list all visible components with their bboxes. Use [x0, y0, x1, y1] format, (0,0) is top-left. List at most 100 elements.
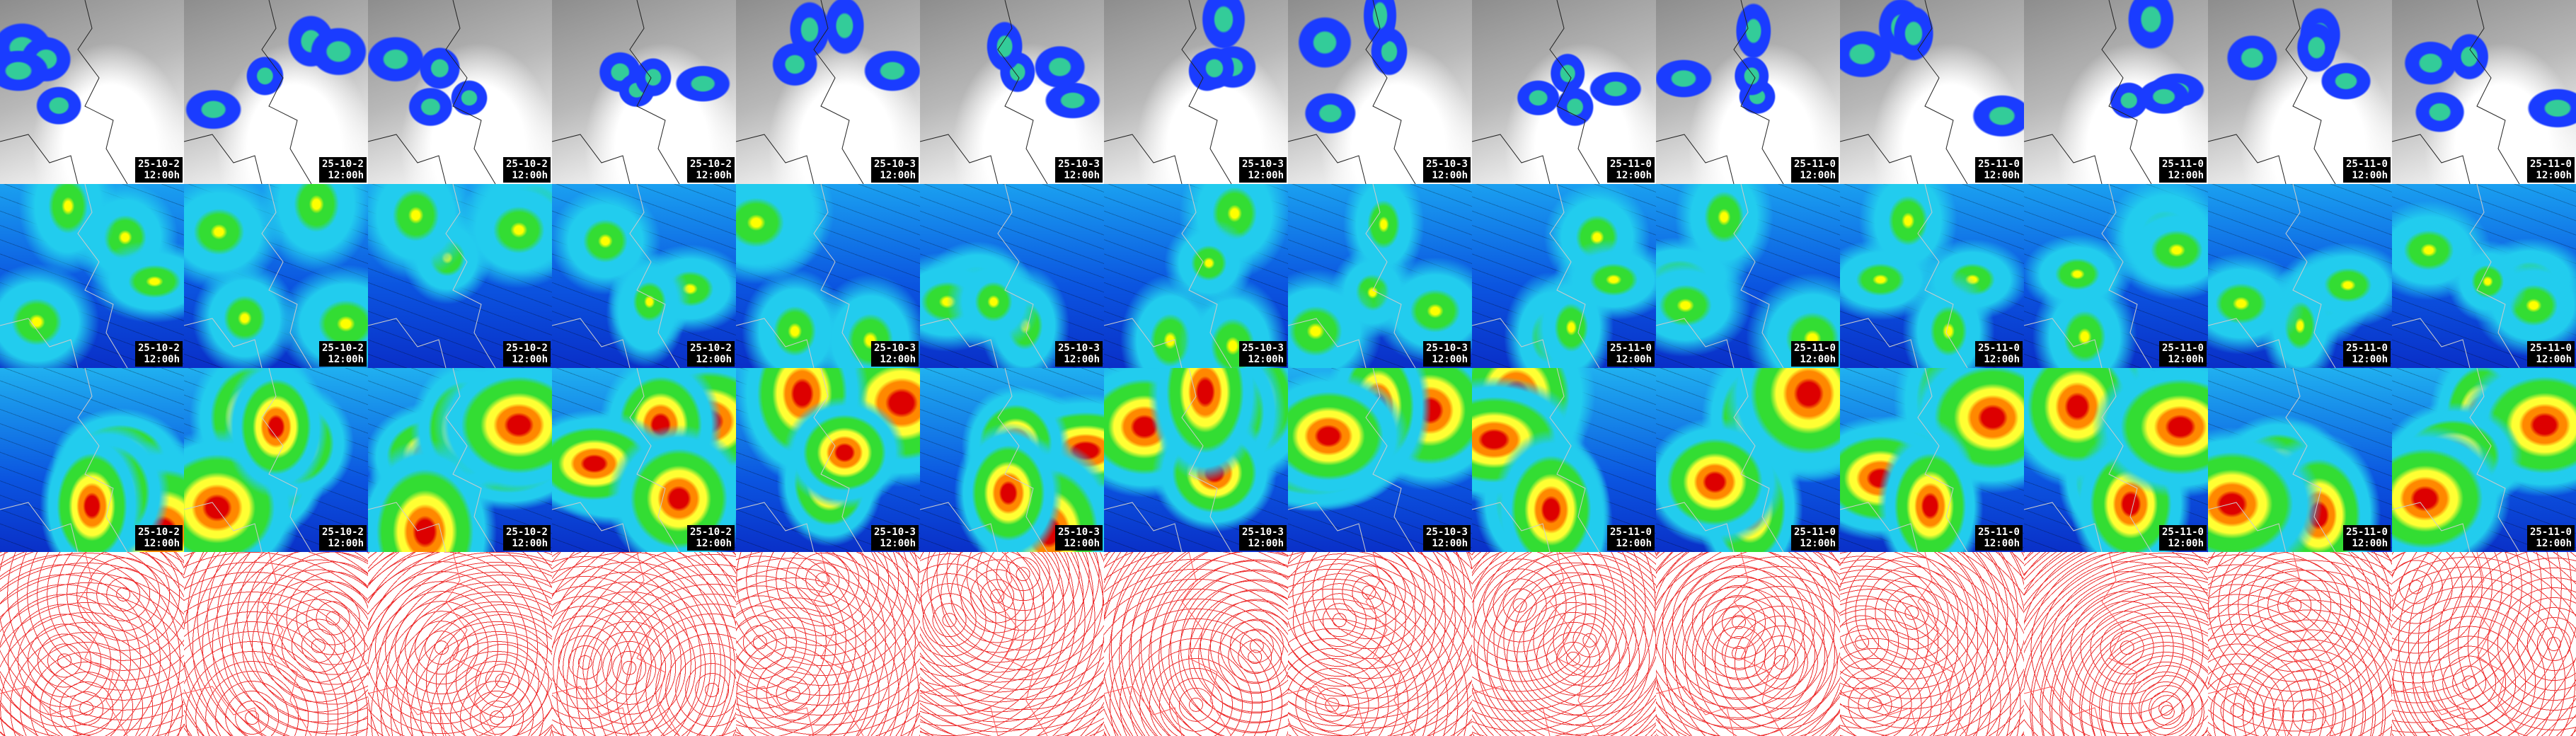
map-tile: 25-10-2 12:00h: [0, 0, 184, 184]
map-tile: 25-10-2 12:00h: [552, 0, 736, 184]
timestamp-label: 25-11-0 12:00h: [2342, 157, 2391, 183]
coastline: [1840, 368, 1968, 552]
timestamp-label: 25-10-3 12:00h: [1054, 157, 1103, 183]
timestamp-time: 12:00h: [696, 170, 732, 181]
coastline: [368, 368, 496, 552]
coastline: [1472, 368, 1600, 552]
coastline: [736, 184, 864, 368]
timestamp-label: 25-11-0 12:00h: [2342, 341, 2391, 367]
timestamp-date: 25-11-0: [1609, 159, 1652, 170]
coastline: [2392, 368, 2520, 552]
timestamp-date: 25-11-0: [2345, 159, 2388, 170]
timestamp-time: 12:00h: [144, 354, 180, 365]
timestamp-label: 25-11-0 12:00h: [2158, 525, 2207, 551]
timestamp-label: 25-10-3 12:00h: [1422, 525, 1471, 551]
map-tile: 25-10-2 12:00h: [0, 184, 184, 368]
timestamp-time: 12:00h: [1616, 170, 1652, 181]
coastline: [2024, 184, 2152, 368]
timestamp-label: 25-11-0 12:00h: [1606, 525, 1655, 551]
map-tile: 25-11-0 12:00h: [1656, 184, 1840, 368]
timestamp-label: 25-10-2 12:00h: [134, 525, 183, 551]
coastline: [1288, 368, 1416, 552]
coastline: [0, 0, 128, 184]
timestamp-date: 25-11-0: [2161, 527, 2204, 538]
coastline: [184, 552, 312, 736]
coastline: [1656, 184, 1784, 368]
coastline: [2024, 0, 2152, 184]
coastline: [1288, 184, 1416, 368]
timestamp-label: 25-10-2 12:00h: [502, 341, 551, 367]
timestamp-label: 25-10-3 12:00h: [870, 341, 919, 367]
timestamp-time: 12:00h: [328, 354, 364, 365]
timestamp-label: 25-10-2 12:00h: [318, 341, 367, 367]
timestamp-time: 12:00h: [1432, 354, 1468, 365]
timestamp-label: 25-10-2 12:00h: [134, 341, 183, 367]
timestamp-time: 12:00h: [1800, 354, 1836, 365]
timestamp-time: 12:00h: [1248, 538, 1284, 549]
coastline: [1288, 0, 1416, 184]
map-tile: 25-10-2 12:00h: [552, 184, 736, 368]
timestamp-date: 25-10-2: [689, 343, 732, 354]
coastline: [1104, 368, 1232, 552]
map-tile: 25-11-0 12:00h: [1840, 368, 2024, 552]
timestamp-time: 12:00h: [144, 170, 180, 181]
timestamp-date: 25-11-0: [1793, 527, 1836, 538]
coastline: [184, 368, 312, 552]
map-tile: 25-11-0 12:00h: [2392, 0, 2576, 184]
coastline: [1656, 368, 1784, 552]
map-tile: 25-11-0 12:00h: [1472, 184, 1656, 368]
coastline: [736, 552, 864, 736]
timestamp-date: 25-10-2: [137, 159, 180, 170]
timestamp-date: 25-10-2: [321, 527, 364, 538]
timestamp-label: 25-10-3 12:00h: [1422, 157, 1471, 183]
timestamp-date: 25-10-2: [321, 159, 364, 170]
timestamp-label: 25-10-3 12:00h: [1054, 525, 1103, 551]
map-tile: 25-10-3 12:00h: [736, 184, 920, 368]
timestamp-time: 12:00h: [2352, 354, 2388, 365]
coastline: [2208, 0, 2336, 184]
timestamp-time: 12:00h: [1064, 170, 1100, 181]
timestamp-time: 12:00h: [1984, 170, 2020, 181]
timestamp-label: 25-10-2 12:00h: [318, 525, 367, 551]
timestamp-date: 25-11-0: [2529, 527, 2572, 538]
coastline: [1288, 552, 1416, 736]
timestamp-label: 25-11-0 12:00h: [1790, 157, 1839, 183]
timestamp-time: 12:00h: [1800, 538, 1836, 549]
timestamp-date: 25-10-3: [873, 527, 916, 538]
coastline: [2392, 552, 2520, 736]
map-tile: [2208, 552, 2392, 736]
timestamp-date: 25-11-0: [1609, 343, 1652, 354]
coastline: [184, 184, 312, 368]
timestamp-time: 12:00h: [144, 538, 180, 549]
timestamp-time: 12:00h: [2168, 170, 2204, 181]
timestamp-time: 12:00h: [512, 354, 548, 365]
map-tile: 25-11-0 12:00h: [2208, 0, 2392, 184]
coastline: [0, 368, 128, 552]
timestamp-label: 25-11-0 12:00h: [2158, 341, 2207, 367]
timestamp-label: 25-11-0 12:00h: [2526, 525, 2575, 551]
timestamp-date: 25-10-3: [1425, 159, 1468, 170]
timestamp-time: 12:00h: [1248, 354, 1284, 365]
map-tile: 25-10-3 12:00h: [1288, 184, 1472, 368]
timestamp-date: 25-10-2: [689, 527, 732, 538]
coastline: [1472, 0, 1600, 184]
map-tile: 25-11-0 12:00h: [1656, 368, 1840, 552]
timestamp-time: 12:00h: [696, 538, 732, 549]
coastline: [368, 552, 496, 736]
timestamp-time: 12:00h: [328, 170, 364, 181]
timestamp-time: 12:00h: [1432, 170, 1468, 181]
coastline: [2024, 552, 2152, 736]
timestamp-time: 12:00h: [1616, 538, 1652, 549]
timestamp-date: 25-10-3: [1425, 527, 1468, 538]
timestamp-label: 25-10-2 12:00h: [502, 157, 551, 183]
map-tile: 25-11-0 12:00h: [2024, 368, 2208, 552]
timestamp-time: 12:00h: [1064, 354, 1100, 365]
map-tile: 25-10-3 12:00h: [1288, 368, 1472, 552]
map-tile: 25-11-0 12:00h: [2024, 0, 2208, 184]
timestamp-date: 25-11-0: [1793, 159, 1836, 170]
timestamp-date: 25-10-2: [505, 527, 548, 538]
timestamp-label: 25-10-2 12:00h: [686, 157, 735, 183]
timestamp-label: 25-11-0 12:00h: [1974, 157, 2023, 183]
map-tile: 25-10-2 12:00h: [368, 0, 552, 184]
map-tile: 25-11-0 12:00h: [2392, 184, 2576, 368]
